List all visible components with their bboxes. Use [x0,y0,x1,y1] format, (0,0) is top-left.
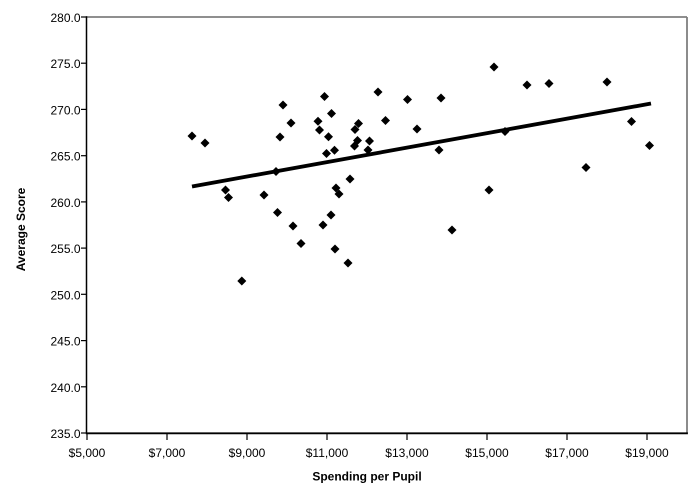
svg-text:Spending per Pupil: Spending per Pupil [312,470,421,484]
svg-text:240.0: 240.0 [50,381,80,395]
svg-text:275.0: 275.0 [50,57,80,71]
svg-text:$17,000: $17,000 [545,446,589,460]
svg-text:$5,000: $5,000 [69,446,106,460]
svg-text:$11,000: $11,000 [306,446,349,460]
svg-text:270.0: 270.0 [50,103,80,117]
svg-text:265.0: 265.0 [50,150,80,164]
svg-text:245.0: 245.0 [50,335,80,349]
svg-text:Average Score: Average Score [14,187,28,271]
svg-text:255.0: 255.0 [50,242,80,256]
svg-text:235.0: 235.0 [50,427,80,441]
svg-text:$9,000: $9,000 [229,446,266,460]
svg-text:280.0: 280.0 [50,11,80,25]
svg-text:$15,000: $15,000 [465,446,509,460]
svg-text:$13,000: $13,000 [385,446,429,460]
svg-text:250.0: 250.0 [50,288,80,302]
svg-text:$19,000: $19,000 [625,446,669,460]
svg-text:$7,000: $7,000 [149,446,186,460]
svg-text:260.0: 260.0 [50,196,80,210]
